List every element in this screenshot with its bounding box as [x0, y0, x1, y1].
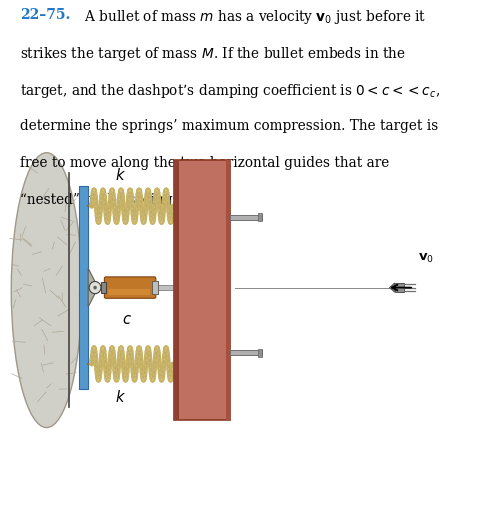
- FancyBboxPatch shape: [104, 277, 156, 298]
- Polygon shape: [390, 283, 395, 292]
- Bar: [154, 285, 179, 290]
- Bar: [230, 350, 262, 355]
- Bar: [101, 282, 106, 293]
- Ellipse shape: [11, 153, 82, 428]
- Polygon shape: [88, 268, 98, 307]
- Bar: [258, 349, 262, 357]
- Text: free to move along the two horizontal guides that are: free to move along the two horizontal gu…: [20, 156, 389, 171]
- Text: determine the springs’ maximum compression. The target is: determine the springs’ maximum compressi…: [20, 119, 438, 133]
- Bar: [174, 160, 230, 420]
- Text: A bullet of mass $m$ has a velocity $\mathbf{v}_0$ just before it: A bullet of mass $m$ has a velocity $\ma…: [76, 8, 426, 25]
- Circle shape: [93, 286, 97, 290]
- Bar: [174, 160, 179, 420]
- Bar: [79, 186, 88, 389]
- Bar: [226, 160, 230, 420]
- Text: strikes the target of mass $M$. If the bullet embeds in the: strikes the target of mass $M$. If the b…: [20, 45, 406, 63]
- Bar: [108, 289, 149, 295]
- Bar: [230, 215, 262, 220]
- Bar: [152, 281, 158, 294]
- Text: 22–75.: 22–75.: [20, 8, 70, 22]
- Text: $\mathbf{v}_0$: $\mathbf{v}_0$: [418, 251, 434, 265]
- Text: $k$: $k$: [115, 167, 125, 183]
- Circle shape: [89, 281, 101, 294]
- Text: “nested” in the springs.: “nested” in the springs.: [20, 193, 184, 208]
- Bar: [395, 283, 404, 292]
- Text: $c$: $c$: [122, 313, 132, 327]
- Text: target, and the dashpot’s damping coefficient is $0 < c << c_c$,: target, and the dashpot’s damping coeffi…: [20, 82, 440, 100]
- Text: $k$: $k$: [115, 389, 125, 405]
- Bar: [258, 213, 262, 221]
